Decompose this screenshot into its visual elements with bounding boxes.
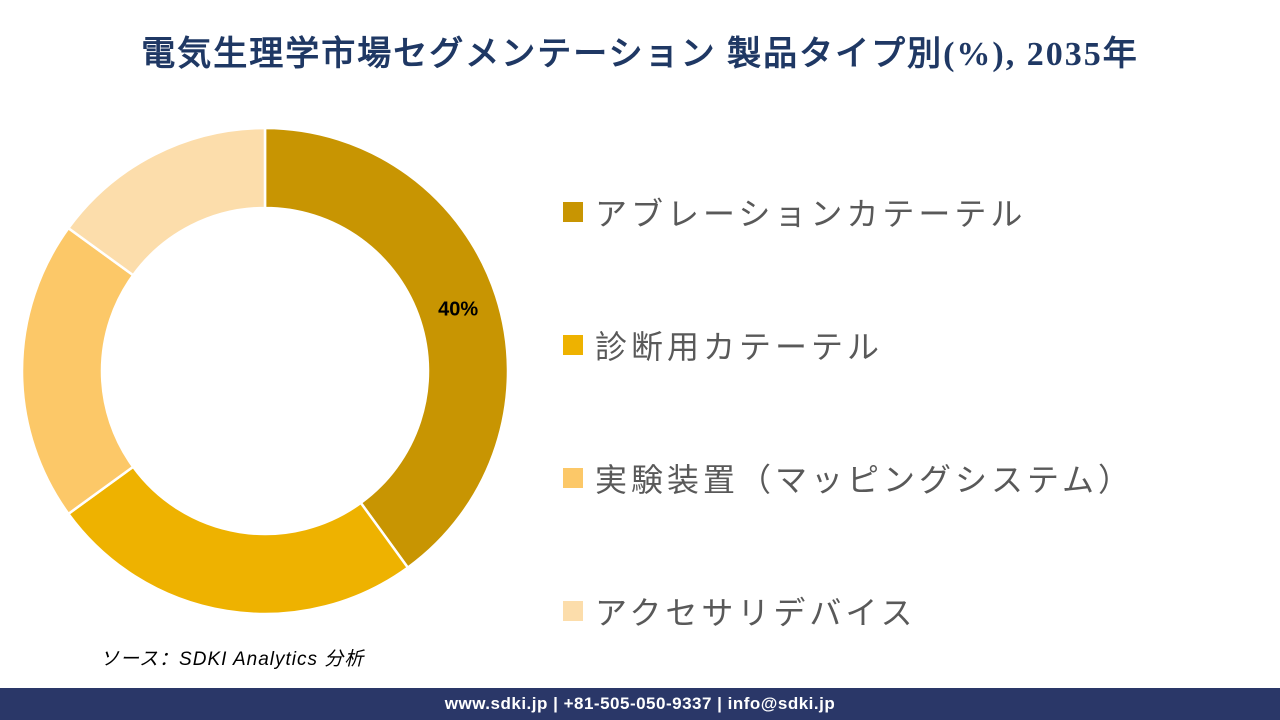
legend-label: アブレーションカテーテル [595,196,1027,232]
legend-item: アブレーションカテーテル [563,189,1134,235]
legend-item: 診断用カテーテル [563,322,1134,368]
footer-bar: www.sdki.jp | +81-505-050-9337 | info@sd… [0,688,1280,720]
slice-data-label: 40% [438,298,478,320]
legend-label: 実験装置（マッピングシステム） [595,462,1135,498]
source-note: ソース：SDKI Analytics 分析 [100,649,365,670]
donut-slice [263,126,510,570]
legend-swatch [563,202,583,222]
footer-contact-text: www.sdki.jp | +81-505-050-9337 | info@sd… [444,694,836,713]
legend-label: 診断用カテーテル [595,329,884,365]
donut-slice [20,226,135,516]
legend-swatch [563,601,583,621]
legend-label: アクセサリデバイス [595,595,917,631]
legend-swatch [563,335,583,355]
legend-swatch [563,468,583,488]
legend: アブレーションカテーテル 診断用カテーテル実験装置（マッピングシステム） アクセサリ… [563,189,1134,634]
donut-slice [66,126,267,277]
donut-slice [66,465,410,616]
page-title: 電気生理学市場セグメンテーション 製品タイプ別(%), 2035年 [141,36,1139,73]
legend-item: 実験装置（マッピングシステム） [563,455,1134,501]
legend-item: アクセサリデバイス [563,588,1134,634]
donut-chart: 40% [20,126,510,616]
